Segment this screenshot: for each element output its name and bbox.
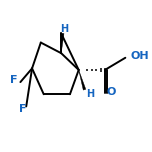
Polygon shape bbox=[79, 70, 86, 90]
Text: H: H bbox=[86, 89, 94, 99]
Text: OH: OH bbox=[130, 51, 149, 61]
Text: F: F bbox=[10, 75, 18, 85]
Text: O: O bbox=[107, 87, 116, 97]
Polygon shape bbox=[61, 33, 64, 53]
Text: H: H bbox=[60, 24, 68, 34]
Text: F: F bbox=[19, 104, 26, 114]
